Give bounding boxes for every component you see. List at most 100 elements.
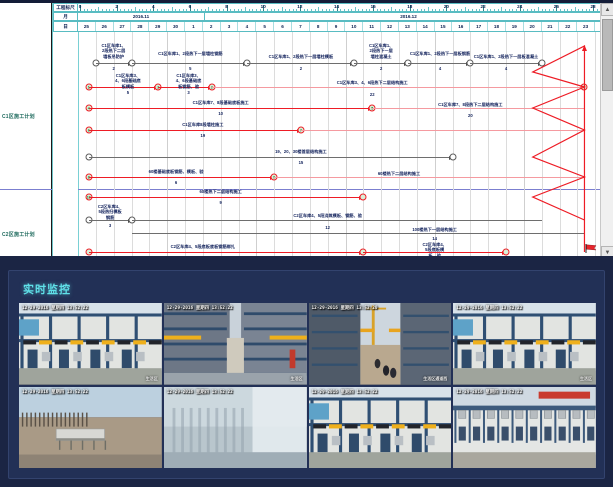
camera-image bbox=[453, 386, 596, 468]
camera-feed-5[interactable]: 12-29-2016 星期四 13:52:22 bbox=[19, 386, 162, 468]
gantt-bar[interactable] bbox=[88, 177, 275, 179]
ruler-tick-minor bbox=[255, 9, 257, 11]
ruler-tick-minor bbox=[365, 9, 367, 11]
ruler-tick-minor bbox=[307, 9, 309, 11]
gantt-node[interactable] bbox=[538, 59, 546, 67]
ruler-tick-minor bbox=[490, 9, 492, 11]
ruler-tick-minor bbox=[109, 9, 111, 11]
camera-location-tag: 生活区 bbox=[145, 375, 158, 381]
gantt-bar[interactable] bbox=[88, 157, 453, 158]
gantt-grid-body[interactable]: C1区车库1、2段热下二层墙板吊防护 2 C1区车库1、2段热下一层墙柱钢筋 5 C1区… bbox=[78, 32, 613, 256]
gantt-task-duration: 20 bbox=[467, 113, 473, 118]
day-cell-17: 12 bbox=[381, 22, 399, 31]
ruler-tick-minor bbox=[105, 9, 107, 11]
ruler-tick-label: 10 bbox=[260, 4, 266, 9]
grid-vertical-line bbox=[185, 32, 186, 256]
grid-vertical-line bbox=[309, 32, 311, 256]
gantt-bar[interactable] bbox=[300, 130, 585, 131]
ruler-tick-minor bbox=[450, 9, 452, 11]
camera-feed-7[interactable]: 12-29-2016 星期四 13:52:22 bbox=[308, 386, 452, 468]
gantt-task-label: C1区车库3、4、6段基础底板模板 bbox=[115, 73, 141, 89]
ruler-tick-minor bbox=[270, 9, 272, 11]
gantt-bar[interactable] bbox=[354, 63, 408, 64]
gantt-task-duration: 12 bbox=[325, 225, 330, 230]
gantt-bar[interactable] bbox=[158, 87, 212, 89]
ruler-tick-minor bbox=[461, 9, 463, 11]
gantt-bar[interactable] bbox=[88, 130, 301, 132]
gantt-vertical-scrollbar[interactable]: ▲ ▼ bbox=[600, 3, 613, 256]
ruler-tick-minor bbox=[530, 9, 532, 11]
day-cell-12: 7 bbox=[291, 22, 310, 31]
red-flag-icon[interactable] bbox=[585, 244, 597, 253]
ruler-tick-minor bbox=[343, 9, 345, 11]
gantt-bar[interactable] bbox=[131, 63, 248, 64]
gantt-node[interactable] bbox=[580, 83, 588, 91]
gantt-task-label: C2区车库4、5段底板模板、验 bbox=[422, 242, 447, 256]
ruler-tick-minor bbox=[285, 9, 287, 11]
camera-feed-4[interactable]: 12-29-2016 星期四 13:52:22 生活区 bbox=[453, 303, 596, 385]
ruler-tick-major bbox=[226, 5, 228, 11]
gantt-bar[interactable] bbox=[88, 252, 364, 254]
grid-vertical-line bbox=[452, 32, 454, 256]
ruler-tick-minor bbox=[475, 9, 477, 11]
camera-feed-2[interactable]: 12-29-2016 星期四 13:52:22 生活区 bbox=[163, 303, 307, 385]
ruler-tick-minor bbox=[160, 9, 162, 11]
gantt-chart-panel[interactable]: C1区施工计划 C2区施工计划 工程标尺 0 2 4 6 8 10 12 14 16 18 20 22… bbox=[0, 0, 613, 256]
camera-timestamp: 12-29-2016 星期四 13:52:22 bbox=[166, 306, 233, 311]
ruler-tick-minor bbox=[241, 9, 243, 11]
camera-feed-1[interactable]: 12-29-2016 星期四 13:52:22 生活区 bbox=[19, 303, 162, 385]
gantt-node[interactable] bbox=[449, 153, 456, 161]
gantt-bar[interactable] bbox=[470, 63, 542, 64]
gantt-node[interactable] bbox=[502, 248, 510, 256]
ruler-tick-label: 22 bbox=[480, 4, 486, 9]
grid-vertical-line bbox=[595, 32, 597, 256]
gantt-task-duration: 3 bbox=[108, 223, 112, 228]
monitoring-panel: 实时监控 12-29-2016 星期四 13:52:22 生活区 12-29-201… bbox=[0, 256, 613, 487]
gantt-task-duration: 4 bbox=[438, 66, 442, 71]
gantt-node[interactable] bbox=[359, 193, 367, 201]
scroll-up-icon[interactable]: ▲ bbox=[601, 3, 613, 16]
gantt-task-label: C1区车库3、4、6段基础底板钢筋、验 bbox=[175, 73, 202, 89]
gantt-bar[interactable] bbox=[95, 63, 132, 64]
day-cell-4: 29 bbox=[149, 22, 168, 31]
scrollbar-thumb[interactable] bbox=[602, 19, 613, 91]
ruler-tick-minor bbox=[127, 9, 129, 11]
gantt-bar[interactable] bbox=[274, 177, 585, 178]
gantt-bar[interactable] bbox=[88, 108, 373, 110]
gantt-bar[interactable] bbox=[88, 220, 132, 221]
camera-image bbox=[163, 303, 307, 385]
gantt-header: 工程标尺 0 2 4 6 8 10 12 14 16 18 20 22 24 26 28 月 2016.11… bbox=[53, 3, 613, 32]
gantt-bar[interactable] bbox=[88, 87, 159, 89]
gantt-bar[interactable] bbox=[407, 63, 471, 64]
gantt-bar[interactable] bbox=[211, 87, 585, 88]
ruler-tick-minor bbox=[479, 9, 481, 11]
ruler-tick-minor bbox=[182, 9, 184, 11]
camera-feed-8[interactable]: 12-29-2016 星期四 13:52:22 bbox=[453, 386, 596, 468]
ruler-tick-minor bbox=[193, 9, 195, 11]
gantt-bar[interactable] bbox=[131, 233, 585, 234]
day-cell-21: 16 bbox=[452, 22, 471, 31]
gantt-bar[interactable] bbox=[247, 63, 355, 64]
gantt-row-label-column: C1区施工计划 C2区施工计划 bbox=[0, 3, 52, 256]
video-grid[interactable]: 12-29-2016 星期四 13:52:22 生活区 12-29-2016 星期四… bbox=[19, 303, 596, 468]
scroll-down-icon[interactable]: ▼ bbox=[601, 246, 613, 256]
ruler-tick-label: 4 bbox=[152, 4, 155, 9]
gantt-bar[interactable] bbox=[131, 220, 542, 221]
ruler-tick-major bbox=[263, 5, 265, 11]
gantt-bar[interactable] bbox=[88, 197, 364, 199]
gantt-task-label: C1区车库8段墙柱施工 bbox=[182, 122, 224, 127]
gantt-scale-area[interactable]: 工程标尺 0 2 4 6 8 10 12 14 16 18 20 22 24 26 28 月 2016.11… bbox=[52, 3, 613, 256]
camera-feed-6[interactable]: 12-29-2016 星期四 13:52:22 bbox=[163, 386, 307, 468]
gantt-bar[interactable] bbox=[363, 252, 506, 254]
gantt-bar[interactable] bbox=[372, 108, 585, 109]
ruler-tick-minor bbox=[288, 9, 290, 11]
ruler-tick-minor bbox=[101, 9, 103, 11]
ruler-tick-minor bbox=[464, 7, 466, 11]
ruler-tick-minor bbox=[310, 9, 312, 11]
gantt-task-label: C1区车库1、2段热下二层墙板吊防护 bbox=[101, 43, 126, 59]
camera-image bbox=[19, 303, 162, 385]
camera-feed-3[interactable]: 12-29-2016 星期四 13:52:20 生活区通道西 bbox=[308, 303, 452, 385]
ruler-tick-minor bbox=[578, 9, 580, 11]
ruler-tick-minor bbox=[222, 9, 224, 11]
ruler-tick-minor bbox=[164, 9, 166, 11]
